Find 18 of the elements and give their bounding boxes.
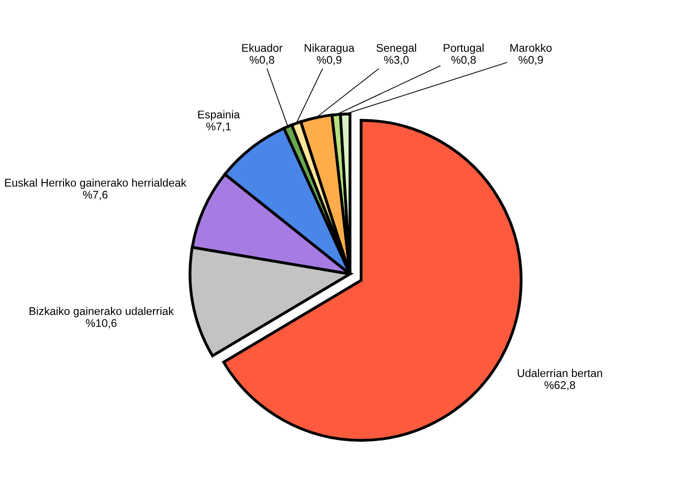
slice-label: Espainia — [198, 110, 240, 121]
data-label: %62,8 — [544, 381, 576, 390]
slice-label: Marokko — [510, 44, 552, 52]
data-label: %3,0 — [384, 56, 409, 66]
slice-label: Portugal — [444, 44, 484, 54]
data-label: %10,6 — [86, 319, 117, 328]
slice-label: Bizkaiko gainerako udalerriak — [30, 306, 174, 318]
data-label: %7,6 — [83, 190, 108, 200]
slice-label: Udalerrian bertan — [518, 368, 602, 378]
data-label: %0,8 — [250, 56, 274, 66]
data-label: %0,9 — [316, 56, 342, 66]
slice-label: Nikaragua — [304, 44, 355, 54]
slice-label: Senegal — [376, 44, 416, 54]
slice-label: Euskal Herriko gainerako herrialdeak — [5, 178, 186, 189]
data-label: %7,1 — [206, 122, 231, 132]
data-label: %0,9 — [518, 56, 543, 66]
slice-label: Ekuador — [242, 44, 283, 52]
data-label: %0,8 — [451, 56, 476, 66]
